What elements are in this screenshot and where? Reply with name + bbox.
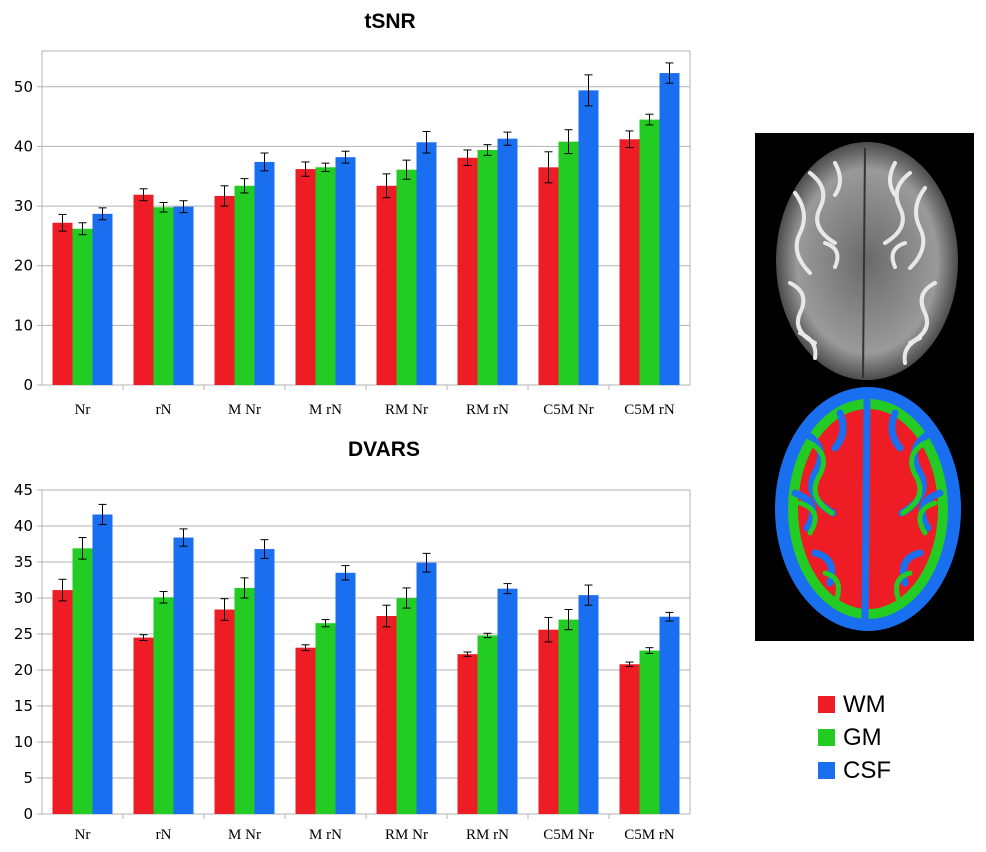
dvars-ytick-label: 5 xyxy=(23,769,33,787)
dvars-ytick-label: 45 xyxy=(14,481,33,499)
tsnr-bar-csf xyxy=(659,73,680,385)
dvars-bar-wm xyxy=(457,654,478,814)
tsnr-xtick-label: Nr xyxy=(75,402,91,418)
tsnr-bar-gm xyxy=(639,119,660,385)
tsnr-bar-wm xyxy=(376,185,397,385)
dvars-bar-gm xyxy=(396,598,417,814)
tsnr-chart-title: tSNR xyxy=(364,10,415,33)
dvars-xtick-label: RM Nr xyxy=(385,827,428,843)
legend-item-csf: CSF xyxy=(818,754,891,787)
dvars-xtick-label: rN xyxy=(156,827,172,843)
tsnr-bar-gm xyxy=(396,169,417,385)
tsnr-bar-csf xyxy=(335,157,356,385)
tsnr-bar-gm xyxy=(72,228,93,385)
tsnr-bar-wm xyxy=(295,169,316,385)
dvars-xtick-label: RM rN xyxy=(466,827,509,843)
tsnr-bar-gm xyxy=(315,167,336,385)
segmentation-map xyxy=(775,387,961,631)
tsnr-bar-csf xyxy=(173,206,194,385)
dvars-bar-gm xyxy=(477,635,498,814)
tsnr-ytick-label: 20 xyxy=(14,257,33,275)
tsnr-xtick-label: M rN xyxy=(309,402,342,418)
tsnr-xtick-label: C5M rN xyxy=(624,402,675,418)
dvars-bar-csf xyxy=(416,562,437,814)
tsnr-bar-csf xyxy=(92,213,113,385)
dvars-bar-wm xyxy=(133,637,154,814)
tsnr-bar-gm xyxy=(558,141,579,385)
tsnr-bar-csf xyxy=(578,90,599,385)
tsnr-ytick-label: 50 xyxy=(14,78,33,96)
legend-swatch-gm xyxy=(818,729,835,746)
dvars-ytick-label: 40 xyxy=(14,517,33,535)
tsnr-xtick-label: RM Nr xyxy=(385,402,428,418)
tsnr-ytick-label: 40 xyxy=(14,137,33,155)
legend-label-csf: CSF xyxy=(843,756,891,784)
dvars-xtick-label: C5M rN xyxy=(624,827,675,843)
tsnr-bar-wm xyxy=(457,157,478,385)
tsnr-bar-wm xyxy=(538,167,559,385)
dvars-bar-csf xyxy=(578,595,599,814)
tsnr-xtick-label: RM rN xyxy=(466,402,509,418)
tsnr-bar-csf xyxy=(497,138,518,385)
dvars-bar-wm xyxy=(52,590,73,814)
tsnr-xtick-label: M Nr xyxy=(228,402,261,418)
mri-grayscale-slice xyxy=(776,142,958,380)
dvars-bar-csf xyxy=(92,514,113,814)
dvars-chart: 0 5 10 15 20 25 30 35 40 45 Nr rN M Nr M rN RM Nr RM rN… xyxy=(14,481,691,843)
tsnr-ytick-label: 0 xyxy=(23,376,33,394)
dvars-ytick-label: 15 xyxy=(14,697,33,715)
legend: WM GM CSF xyxy=(818,688,891,787)
dvars-bar-csf xyxy=(254,549,275,814)
tsnr-ytick-label: 10 xyxy=(14,316,33,334)
dvars-xtick-label: Nr xyxy=(75,827,91,843)
dvars-bar-gm xyxy=(315,623,336,814)
dvars-bar-wm xyxy=(538,629,559,814)
dvars-bar-gm xyxy=(558,619,579,814)
tsnr-bar-csf xyxy=(254,161,275,385)
legend-swatch-csf xyxy=(818,762,835,779)
dvars-ytick-label: 20 xyxy=(14,661,33,679)
dvars-xtick-label: C5M Nr xyxy=(543,827,593,843)
tsnr-bar-gm xyxy=(153,207,174,385)
dvars-ytick-label: 35 xyxy=(14,553,33,571)
dvars-bar-wm xyxy=(214,609,235,814)
dvars-chart-title: DVARS xyxy=(348,438,420,461)
tsnr-bar-wm xyxy=(619,139,640,385)
dvars-ytick-label: 30 xyxy=(14,589,33,607)
dvars-bar-gm xyxy=(639,650,660,814)
brain-mri-image xyxy=(755,133,974,641)
legend-item-gm: GM xyxy=(818,721,891,754)
dvars-bar-wm xyxy=(295,647,316,814)
dvars-bar-csf xyxy=(173,537,194,814)
dvars-bar-gm xyxy=(153,597,174,814)
tsnr-bar-wm xyxy=(133,194,154,385)
tsnr-ytick-label: 30 xyxy=(14,197,33,215)
dvars-bar-csf xyxy=(659,616,680,814)
legend-swatch-wm xyxy=(818,696,835,713)
dvars-ytick-label: 10 xyxy=(14,733,33,751)
legend-label-wm: WM xyxy=(843,690,886,718)
dvars-bar-csf xyxy=(335,572,356,814)
tsnr-bar-wm xyxy=(214,195,235,385)
dvars-xtick-label: M rN xyxy=(309,827,342,843)
dvars-xtick-label: M Nr xyxy=(228,827,261,843)
tsnr-xtick-label: rN xyxy=(156,402,172,418)
dvars-ytick-label: 25 xyxy=(14,625,33,643)
dvars-bar-wm xyxy=(376,616,397,814)
dvars-bar-csf xyxy=(497,588,518,814)
legend-item-wm: WM xyxy=(818,688,891,721)
tsnr-bar-csf xyxy=(416,142,437,385)
tsnr-chart: 0 10 20 30 40 50 Nr rN M Nr M rN RM Nr RM rN C5M Nr C… xyxy=(14,50,691,418)
tsnr-bar-gm xyxy=(234,185,255,385)
dvars-bar-gm xyxy=(234,587,255,814)
dvars-ytick-label: 0 xyxy=(23,805,33,823)
tsnr-xtick-label: C5M Nr xyxy=(543,402,593,418)
dvars-bar-wm xyxy=(619,664,640,814)
tsnr-bar-wm xyxy=(52,222,73,385)
tsnr-bar-gm xyxy=(477,150,498,385)
dvars-bar-gm xyxy=(72,548,93,814)
legend-label-gm: GM xyxy=(843,723,882,751)
